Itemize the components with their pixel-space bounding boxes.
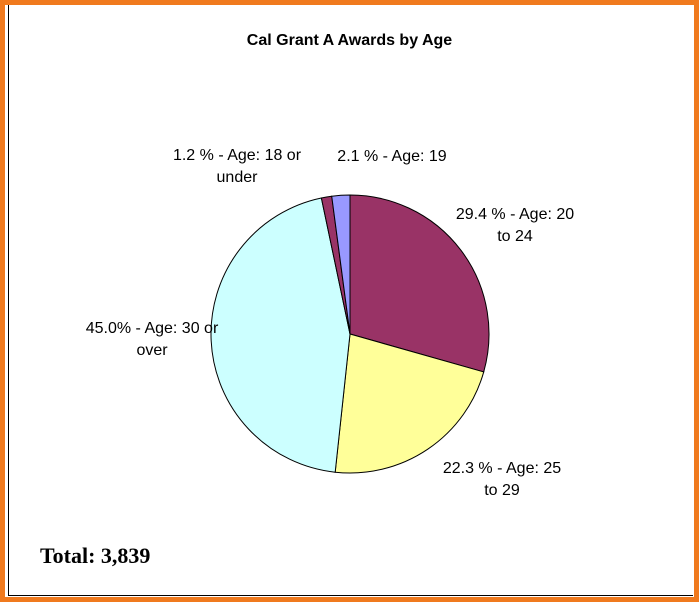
slice-label: 2.1 % - Age: 19	[337, 148, 447, 165]
pie-slice	[334, 333, 485, 474]
pie-slice	[331, 194, 351, 335]
chart-border	[8, 5, 693, 596]
pie-slice	[210, 197, 351, 473]
slice-label: 45.0% - Age: 30 or over	[85, 320, 219, 359]
total-label: Total: 3,839	[40, 543, 151, 568]
slice-label: 1.2 % - Age: 18 or under	[172, 147, 302, 186]
pie-slice	[349, 194, 490, 373]
slice-label: 22.3 % - Age: 25 to 29	[442, 460, 562, 499]
chart-title: Cal Grant A Awards by Age	[246, 32, 453, 49]
slice-label: 29.4 % - Age: 20 to 24	[455, 206, 575, 245]
